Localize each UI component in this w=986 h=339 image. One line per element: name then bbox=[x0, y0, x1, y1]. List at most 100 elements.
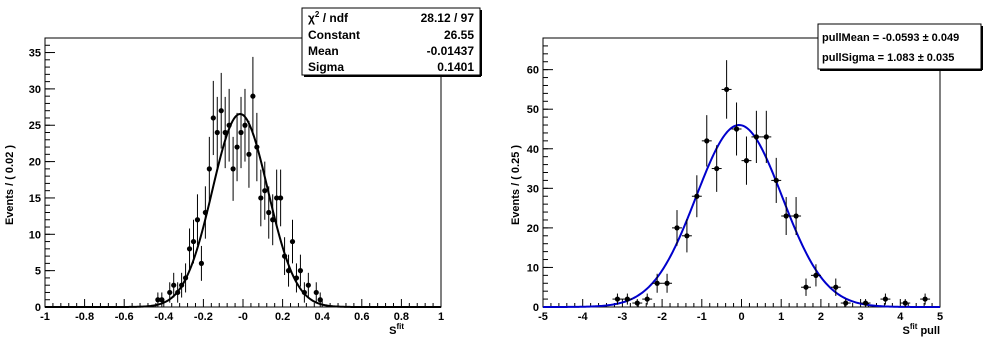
left-data-point bbox=[281, 237, 288, 276]
right-data-point bbox=[721, 60, 732, 119]
stats-constant-value: 26.55 bbox=[444, 28, 474, 42]
left-marker bbox=[293, 275, 300, 281]
left-x-tick-label: -0.8 bbox=[75, 311, 94, 323]
left-data-point bbox=[226, 88, 232, 162]
left-data-point bbox=[206, 136, 212, 201]
left-data-point bbox=[198, 245, 205, 281]
left-data-point bbox=[266, 186, 272, 239]
left-marker bbox=[317, 297, 323, 303]
right-data-point bbox=[622, 293, 633, 305]
stats-pullsigma: pullSigma = 1.083 ± 0.035 bbox=[822, 52, 954, 64]
left-x-tick-label: -0.6 bbox=[115, 311, 134, 323]
left-marker bbox=[246, 151, 252, 157]
right-data-point bbox=[810, 264, 821, 287]
right-data-point bbox=[830, 278, 841, 296]
stats-mean-value: -0.01437 bbox=[427, 44, 475, 58]
left-marker bbox=[285, 268, 292, 274]
left-marker bbox=[190, 238, 197, 245]
left-data-point bbox=[238, 96, 244, 169]
left-x-tick-label: 0.4 bbox=[315, 311, 331, 323]
right-x-tick-label: -4 bbox=[578, 311, 589, 323]
right-marker bbox=[783, 213, 789, 219]
left-marker bbox=[270, 217, 276, 223]
left-data-point bbox=[242, 88, 248, 162]
left-data-points bbox=[155, 56, 323, 307]
left-data-point bbox=[262, 161, 268, 220]
right-data-point bbox=[741, 136, 752, 185]
left-marker bbox=[258, 195, 264, 201]
right-plot-frame bbox=[542, 37, 941, 308]
right-data-point bbox=[632, 299, 643, 307]
left-marker bbox=[171, 282, 177, 288]
left-x-tick-label: -0.4 bbox=[154, 311, 174, 323]
right-marker bbox=[902, 300, 908, 306]
right-x-tick-label: 0 bbox=[738, 311, 744, 323]
right-data-point bbox=[672, 210, 682, 246]
left-data-point bbox=[274, 169, 280, 227]
right-x-tick-label: 2 bbox=[818, 311, 824, 323]
right-y-tick-label: 50 bbox=[527, 104, 539, 116]
right-data-point bbox=[781, 197, 792, 236]
right-data-points bbox=[612, 60, 931, 307]
right-data-point bbox=[711, 145, 722, 192]
left-data-point bbox=[167, 282, 173, 303]
left-marker bbox=[218, 108, 224, 114]
right-data-point bbox=[731, 102, 742, 156]
right-stats-box: pullMean = -0.0593 ± 0.049 pullSigma = 1… bbox=[817, 23, 983, 71]
right-x-tick-label: -2 bbox=[657, 311, 667, 323]
left-panel: -1 -0.8 -0.6 -0.4 -0.2 -0 0.2 0.4 0.6 0.8 10510152… bbox=[4, 7, 482, 337]
right-marker bbox=[843, 300, 849, 306]
left-y-tick-label: 0 bbox=[35, 302, 41, 314]
left-marker bbox=[289, 238, 296, 245]
left-data-point bbox=[171, 272, 177, 298]
right-data-point bbox=[701, 115, 712, 167]
right-data-point bbox=[771, 157, 782, 203]
left-marker bbox=[210, 115, 216, 121]
left-data-point bbox=[234, 112, 240, 182]
left-data-point bbox=[182, 263, 189, 293]
left-x-tick-label: -0 bbox=[238, 311, 248, 323]
left-marker bbox=[297, 268, 304, 274]
left-marker bbox=[313, 289, 319, 296]
right-marker bbox=[664, 280, 670, 286]
stats-sigma-value: 0.1401 bbox=[437, 60, 474, 74]
right-marker bbox=[882, 296, 889, 302]
left-data-point bbox=[194, 194, 201, 246]
right-marker bbox=[743, 158, 750, 164]
right-marker bbox=[733, 126, 740, 132]
left-marker bbox=[242, 122, 248, 128]
right-marker bbox=[763, 134, 769, 140]
left-marker bbox=[222, 129, 228, 136]
left-marker bbox=[175, 289, 181, 296]
left-marker bbox=[254, 144, 260, 150]
left-data-point bbox=[254, 112, 260, 182]
right-y-axis-title: Events / ( 0.25 ) bbox=[510, 145, 522, 225]
left-marker bbox=[234, 144, 240, 150]
left-marker bbox=[301, 289, 307, 296]
left-marker bbox=[186, 246, 193, 252]
left-stats-box-frame bbox=[301, 7, 481, 76]
left-data-point bbox=[222, 96, 228, 169]
right-x-tick-label: 4 bbox=[897, 311, 904, 323]
right-data-point bbox=[840, 299, 851, 307]
left-marker bbox=[202, 209, 208, 216]
right-marker bbox=[704, 138, 710, 144]
left-data-point bbox=[230, 136, 236, 201]
left-marker bbox=[182, 275, 189, 281]
right-data-point bbox=[900, 299, 911, 307]
right-marker bbox=[922, 296, 928, 302]
right-marker bbox=[644, 296, 650, 302]
right-fit-curve bbox=[543, 124, 940, 308]
left-data-point bbox=[285, 254, 292, 287]
left-y-tick-label: 35 bbox=[29, 48, 41, 60]
right-data-point bbox=[791, 197, 802, 236]
right-marker bbox=[684, 233, 690, 239]
left-y-tick-label: 15 bbox=[29, 193, 41, 205]
left-marker bbox=[155, 297, 161, 303]
right-x-tick-label: 3 bbox=[858, 311, 864, 323]
left-marker bbox=[278, 195, 284, 201]
right-marker bbox=[694, 193, 700, 199]
left-data-point bbox=[179, 272, 185, 298]
left-fit-curve-group bbox=[45, 112, 441, 308]
